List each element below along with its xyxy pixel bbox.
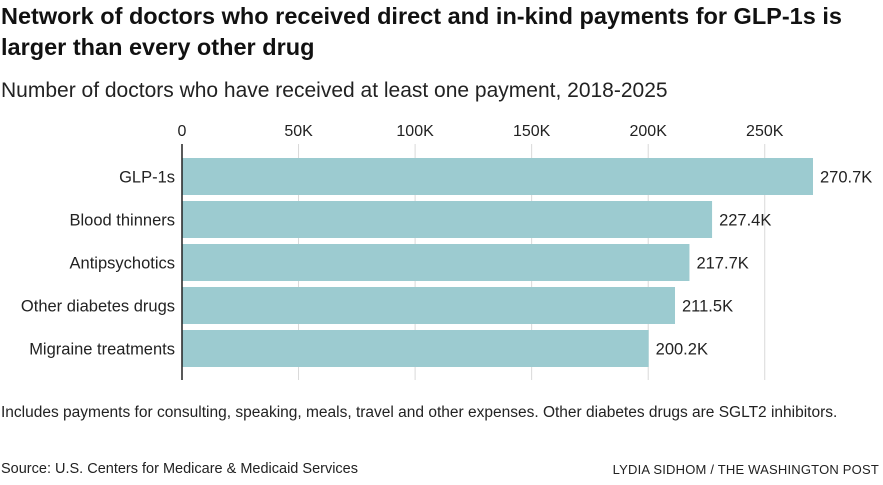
chart-note: Includes payments for consulting, speaki… (1, 404, 838, 421)
category-label: Blood thinners (70, 212, 176, 230)
value-label: 217.7K (696, 255, 748, 273)
x-tick-label: 250K (746, 123, 784, 140)
value-label: 211.5K (682, 298, 733, 316)
value-label: 200.2K (656, 341, 708, 359)
bars (182, 158, 813, 367)
bar (182, 330, 649, 367)
value-label: 270.7K (820, 169, 872, 187)
category-label: Other diabetes drugs (21, 298, 175, 316)
bar (182, 201, 713, 238)
x-tick-label: 100K (396, 123, 434, 140)
x-tick-label: 0 (178, 123, 187, 140)
x-axis-tick-labels: 0 50K 100K 150K 200K 250K (178, 123, 784, 140)
x-tick-label: 150K (513, 123, 551, 140)
x-tick-label: 50K (284, 123, 313, 140)
bar (182, 158, 813, 195)
source-line: Source: U.S. Centers for Medicare & Medi… (1, 461, 358, 477)
bar (182, 244, 690, 281)
category-label: Migraine treatments (29, 341, 175, 359)
value-labels: 270.7K 227.4K 217.7K 211.5K 200.2K (656, 169, 873, 359)
bar-chart: 0 50K 100K 150K 200K 250K GLP-1s Blood thinner… (21, 123, 873, 380)
bar (182, 287, 676, 324)
category-labels: GLP-1s Blood thinners Antipsychotics Other … (21, 169, 175, 359)
category-label: Antipsychotics (70, 255, 175, 273)
value-label: 227.4K (719, 212, 771, 230)
chart-subtitle: Number of doctors who have received at l… (1, 79, 668, 102)
chart-title: Network of doctors who received direct a… (1, 3, 842, 60)
credit-line: LYDIA SIDHOM / THE WASHINGTON POST (612, 462, 879, 477)
x-tick-label: 200K (630, 123, 668, 140)
category-label: GLP-1s (119, 169, 175, 187)
